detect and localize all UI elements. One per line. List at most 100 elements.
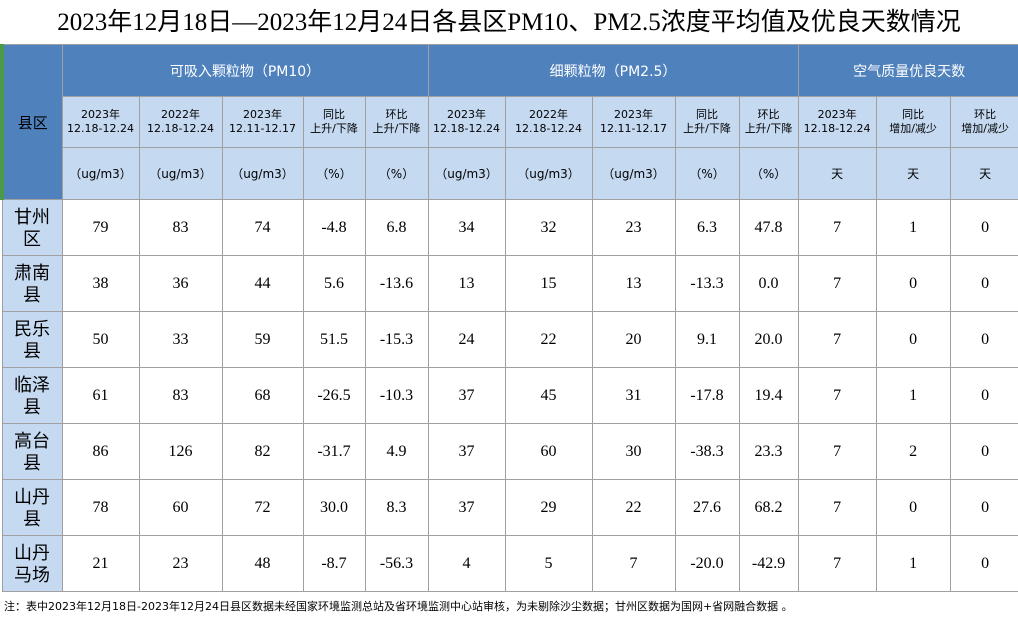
cell: -56.3 <box>364 535 429 592</box>
data-row: 民乐县 50 33 59 51.5 -15.3 24 22 20 9.1 20.0 7 0 0 <box>1 311 1018 368</box>
cell: 7 <box>797 535 877 592</box>
subheader-line: 上升/下降 <box>744 122 793 135</box>
cell: 72 <box>221 479 304 536</box>
cell: 6.8 <box>364 199 429 256</box>
cell: 50 <box>61 311 140 368</box>
cell: 2 <box>875 423 951 480</box>
cell: 59 <box>221 311 304 368</box>
cell: 33 <box>138 311 223 368</box>
cell: 0 <box>949 367 1018 424</box>
cell: 34 <box>427 199 506 256</box>
cell: 1 <box>875 199 951 256</box>
cell: 83 <box>138 199 223 256</box>
group-header: 可吸入颗粒物（PM10） <box>61 44 429 97</box>
cell: 0 <box>949 255 1018 312</box>
data-row: 临泽县 61 83 68 -26.5 -10.3 37 45 31 -17.8 19.4 7 1 0 <box>1 367 1018 424</box>
cell: 13 <box>427 255 506 312</box>
unit: （%） <box>674 147 740 200</box>
cell: 21 <box>61 535 140 592</box>
corner-header: 县区 <box>0 44 63 200</box>
cell: 6.3 <box>674 199 740 256</box>
cell: 7 <box>797 479 877 536</box>
unit: （ug/m3） <box>591 147 676 200</box>
cell: 20.0 <box>738 311 799 368</box>
county-name: 山丹县 <box>1 479 63 536</box>
cell: 5 <box>504 535 593 592</box>
cell: 0.0 <box>738 255 799 312</box>
cell: 61 <box>61 367 140 424</box>
unit: （ug/m3） <box>504 147 593 200</box>
subheader: 同比 上升/下降 <box>674 96 740 148</box>
cell: 23.3 <box>738 423 799 480</box>
cell: -8.7 <box>302 535 366 592</box>
cell: 7 <box>797 255 877 312</box>
subheader: 环比 增加/减少 <box>949 96 1018 148</box>
subheader: 同比 上升/下降 <box>302 96 366 148</box>
subheader: 2023年 12.11-12.17 <box>221 96 304 148</box>
cell: -31.7 <box>302 423 366 480</box>
subheader-line: 环比 <box>974 108 997 121</box>
cell: 4 <box>427 535 506 592</box>
cell: 23 <box>591 199 676 256</box>
subheader-line: 增加/减少 <box>889 122 937 135</box>
cell: 68.2 <box>738 479 799 536</box>
cell: -38.3 <box>674 423 740 480</box>
cell: 82 <box>221 423 304 480</box>
county-name: 肃南县 <box>1 255 63 312</box>
header-row: 县区 可吸入颗粒物（PM10） 细颗粒物（PM2.5） 空气质量优良天数 <box>0 44 1018 200</box>
title: 2023年12月18日—2023年12月24日各县区PM10、PM2.5浓度平均… <box>57 9 961 36</box>
cell: 19.4 <box>738 367 799 424</box>
unit: （%） <box>364 147 429 200</box>
cell: 0 <box>949 199 1018 256</box>
cell: 60 <box>138 479 223 536</box>
cell: 51.5 <box>302 311 366 368</box>
data-row: 山丹马场 21 23 48 -8.7 -56.3 4 5 7 -20.0 -42.9 7 1 0 <box>1 535 1018 592</box>
cell: 38 <box>61 255 140 312</box>
subheader-line: 12.11-12.17 <box>229 122 296 135</box>
cell: 1 <box>875 535 951 592</box>
cell: 48 <box>221 535 304 592</box>
unit: 天 <box>949 147 1018 200</box>
subheader-line: 同比 <box>323 108 345 121</box>
unit: （ug/m3） <box>427 147 506 200</box>
subheader-line: 上升/下降 <box>683 122 731 135</box>
cell: 7 <box>591 535 676 592</box>
group-header: 细颗粒物（PM2.5） <box>427 44 799 97</box>
subheader-line: 增加/减少 <box>961 122 1009 135</box>
footer-note: 注：表中2023年12月18日-2023年12月24日县区数据未经国家环境监测总… <box>4 600 793 613</box>
table: 县区 可吸入颗粒物（PM10） 细颗粒物（PM2.5） 空气质量优良天数 2023年 12… <box>0 44 1018 592</box>
cell: 0 <box>949 423 1018 480</box>
subheader-line: 2023年 <box>243 108 282 121</box>
unit: （%） <box>302 147 366 200</box>
cell: 74 <box>221 199 304 256</box>
cell: 7 <box>797 367 877 424</box>
subheader-line: 2022年 <box>161 108 200 121</box>
subheader-line: 12.18-12.24 <box>515 122 582 135</box>
cell: -42.9 <box>738 535 799 592</box>
subheader: 2023年 12.11-12.17 <box>591 96 676 148</box>
subheader-line: 2023年 <box>817 108 857 121</box>
cell: 32 <box>504 199 593 256</box>
subheader: 2023年 12.18-12.24 <box>427 96 506 148</box>
cell: -20.0 <box>674 535 740 592</box>
cell: 1 <box>875 367 951 424</box>
cell: 83 <box>138 367 223 424</box>
cell: 31 <box>591 367 676 424</box>
county-name: 山丹马场 <box>1 535 63 592</box>
subheader: 2022年 12.18-12.24 <box>504 96 593 148</box>
county-name: 高台县 <box>1 423 63 480</box>
cell: 13 <box>591 255 676 312</box>
subheader-line: 环比 <box>385 108 408 121</box>
county-name: 民乐县 <box>1 311 63 368</box>
cell: 79 <box>61 199 140 256</box>
cell: 45 <box>504 367 593 424</box>
cell: 126 <box>138 423 223 480</box>
cell: 36 <box>138 255 223 312</box>
cell: 0 <box>875 479 951 536</box>
subheader: 2023年 12.18-12.24 <box>61 96 140 148</box>
cell: 24 <box>427 311 506 368</box>
data-row: 高台县 86 126 82 -31.7 4.9 37 60 30 -38.3 23.3 7 2 0 <box>1 423 1018 480</box>
subheader-line: 同比 <box>902 108 925 121</box>
cell: 0 <box>949 479 1018 536</box>
